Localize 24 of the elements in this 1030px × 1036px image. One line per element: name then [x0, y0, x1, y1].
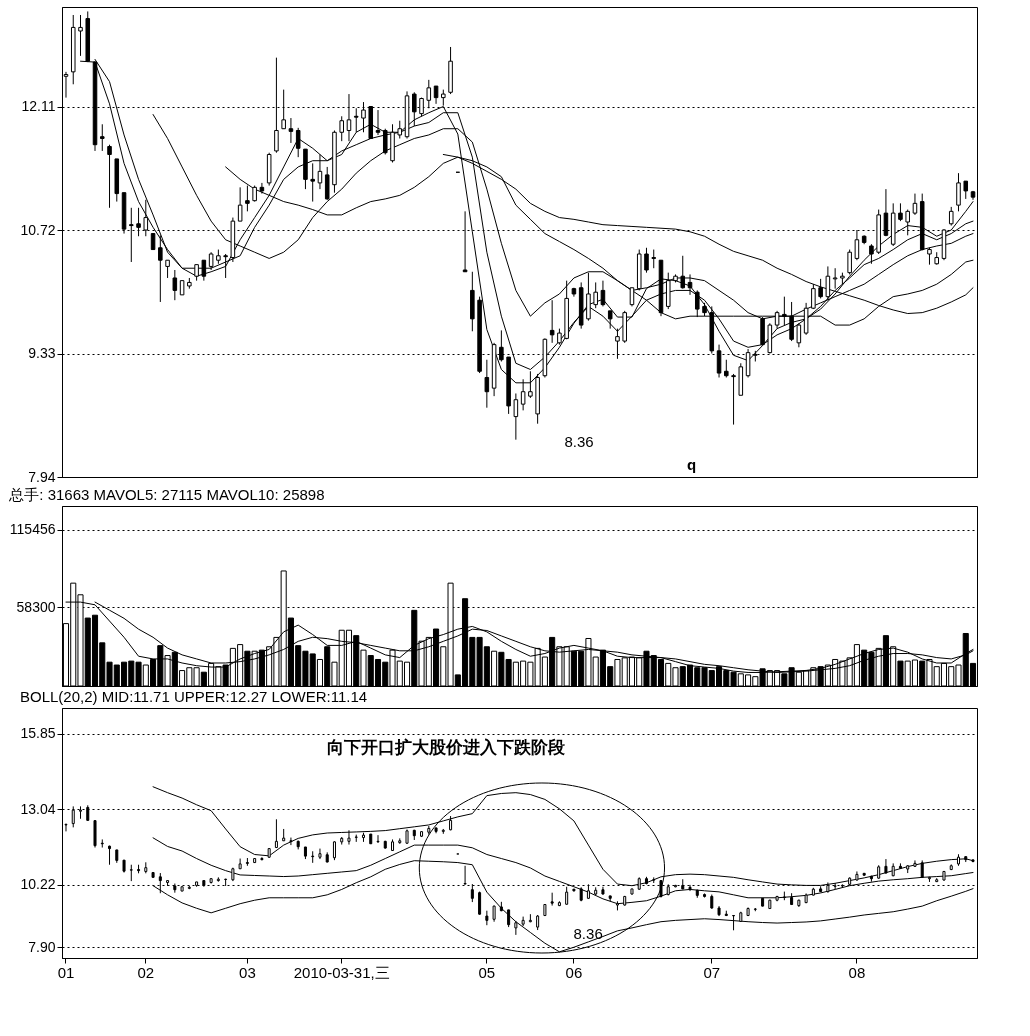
x-tick-label: 2010-03-31,三: [293, 963, 390, 981]
chart-title: BOLL(20,2) MID:11.71 UPPER:12.27 LOWER:11.14: [19, 688, 368, 705]
annotation: q: [686, 456, 697, 474]
y-tick-label: 115456: [9, 521, 56, 538]
x-tick-label: 08: [848, 963, 866, 981]
x-tick-label: 06: [565, 963, 583, 981]
y-tick-label: 10.22: [20, 876, 56, 893]
x-tick-label: 01: [57, 963, 75, 981]
y-tick-label: 15.85: [20, 725, 56, 742]
annotation: 向下开口扩大股价进入下跌阶段: [327, 738, 567, 757]
chart-title: 总手: 31663 MAVOL5: 27115 MAVOL10: 25898: [8, 486, 325, 503]
annotation: 8.36: [564, 432, 594, 450]
y-tick-label: 12.11: [21, 98, 56, 115]
y-tick-label: 7.90: [28, 938, 56, 955]
y-tick-label: 10.72: [20, 221, 56, 238]
y-tick-label: 7.94: [28, 468, 56, 485]
y-tick-label: 13.04: [20, 800, 56, 817]
y-tick-label: 9.33: [28, 345, 56, 361]
x-tick-label: 02: [137, 963, 155, 981]
y-tick-label: 58300: [16, 598, 56, 615]
x-tick-label: 05: [478, 963, 496, 981]
annotation: 8.36: [573, 925, 603, 943]
x-tick-label: 03: [239, 963, 256, 981]
x-tick-label: 07: [703, 963, 721, 981]
